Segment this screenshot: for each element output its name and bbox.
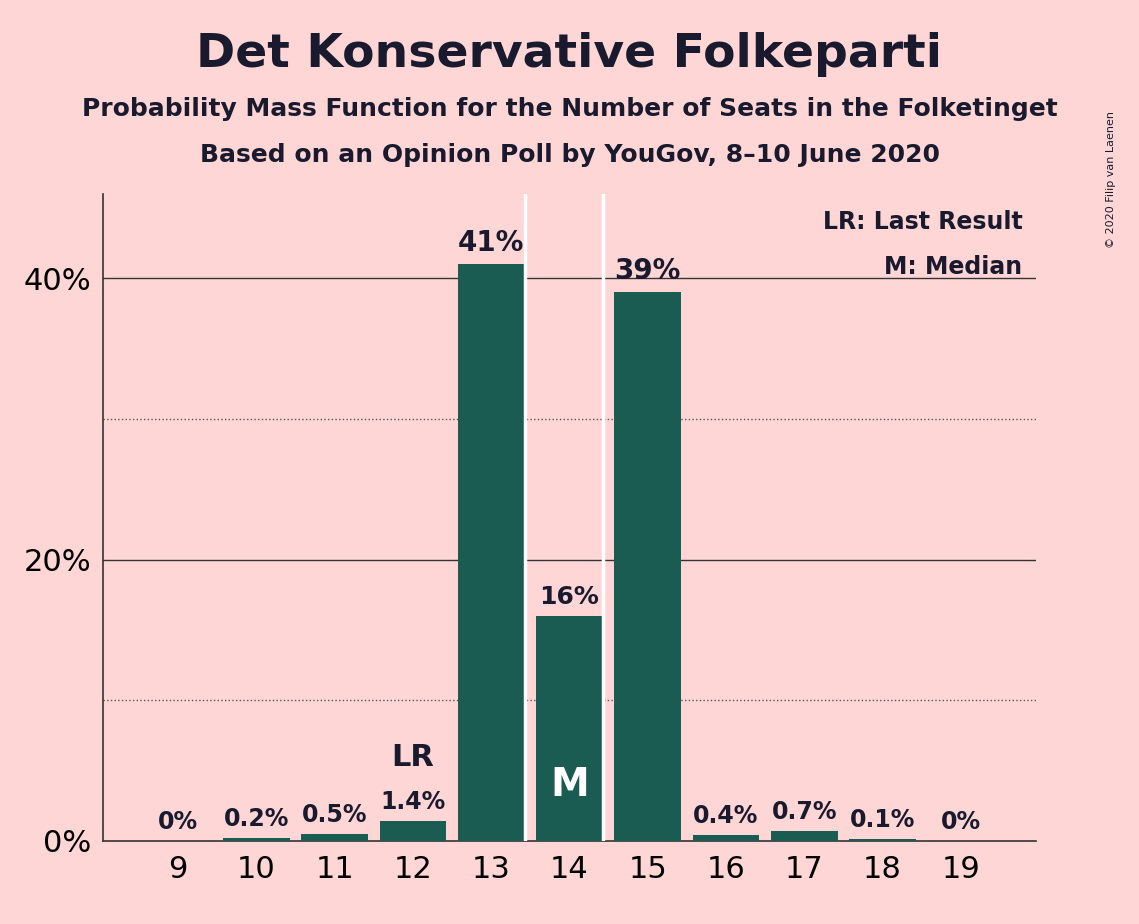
Bar bbox=[536, 616, 603, 841]
Text: 0.4%: 0.4% bbox=[694, 804, 759, 828]
Text: 0.1%: 0.1% bbox=[850, 808, 916, 833]
Text: LR: LR bbox=[392, 743, 434, 772]
Text: M: Median: M: Median bbox=[884, 255, 1023, 279]
Text: 41%: 41% bbox=[458, 229, 524, 257]
Bar bbox=[850, 839, 916, 841]
Text: 0%: 0% bbox=[158, 809, 198, 833]
Text: Based on an Opinion Poll by YouGov, 8–10 June 2020: Based on an Opinion Poll by YouGov, 8–10… bbox=[199, 143, 940, 167]
Text: © 2020 Filip van Laenen: © 2020 Filip van Laenen bbox=[1106, 111, 1115, 248]
Bar bbox=[615, 293, 681, 841]
Bar bbox=[302, 833, 368, 841]
Text: 16%: 16% bbox=[540, 585, 599, 609]
Text: Det Konservative Folkeparti: Det Konservative Folkeparti bbox=[197, 32, 942, 78]
Text: 1.4%: 1.4% bbox=[380, 790, 445, 814]
Bar bbox=[379, 821, 446, 841]
Text: 0.2%: 0.2% bbox=[223, 807, 289, 831]
Text: 39%: 39% bbox=[615, 258, 681, 286]
Bar bbox=[223, 838, 289, 841]
Text: 0.5%: 0.5% bbox=[302, 803, 368, 827]
Text: 0%: 0% bbox=[941, 809, 981, 833]
Text: M: M bbox=[550, 766, 589, 804]
Bar bbox=[458, 264, 524, 841]
Text: Probability Mass Function for the Number of Seats in the Folketinget: Probability Mass Function for the Number… bbox=[82, 97, 1057, 121]
Text: LR: Last Result: LR: Last Result bbox=[822, 211, 1023, 234]
Bar bbox=[693, 835, 760, 841]
Text: 0.7%: 0.7% bbox=[771, 800, 837, 824]
Bar bbox=[771, 831, 837, 841]
